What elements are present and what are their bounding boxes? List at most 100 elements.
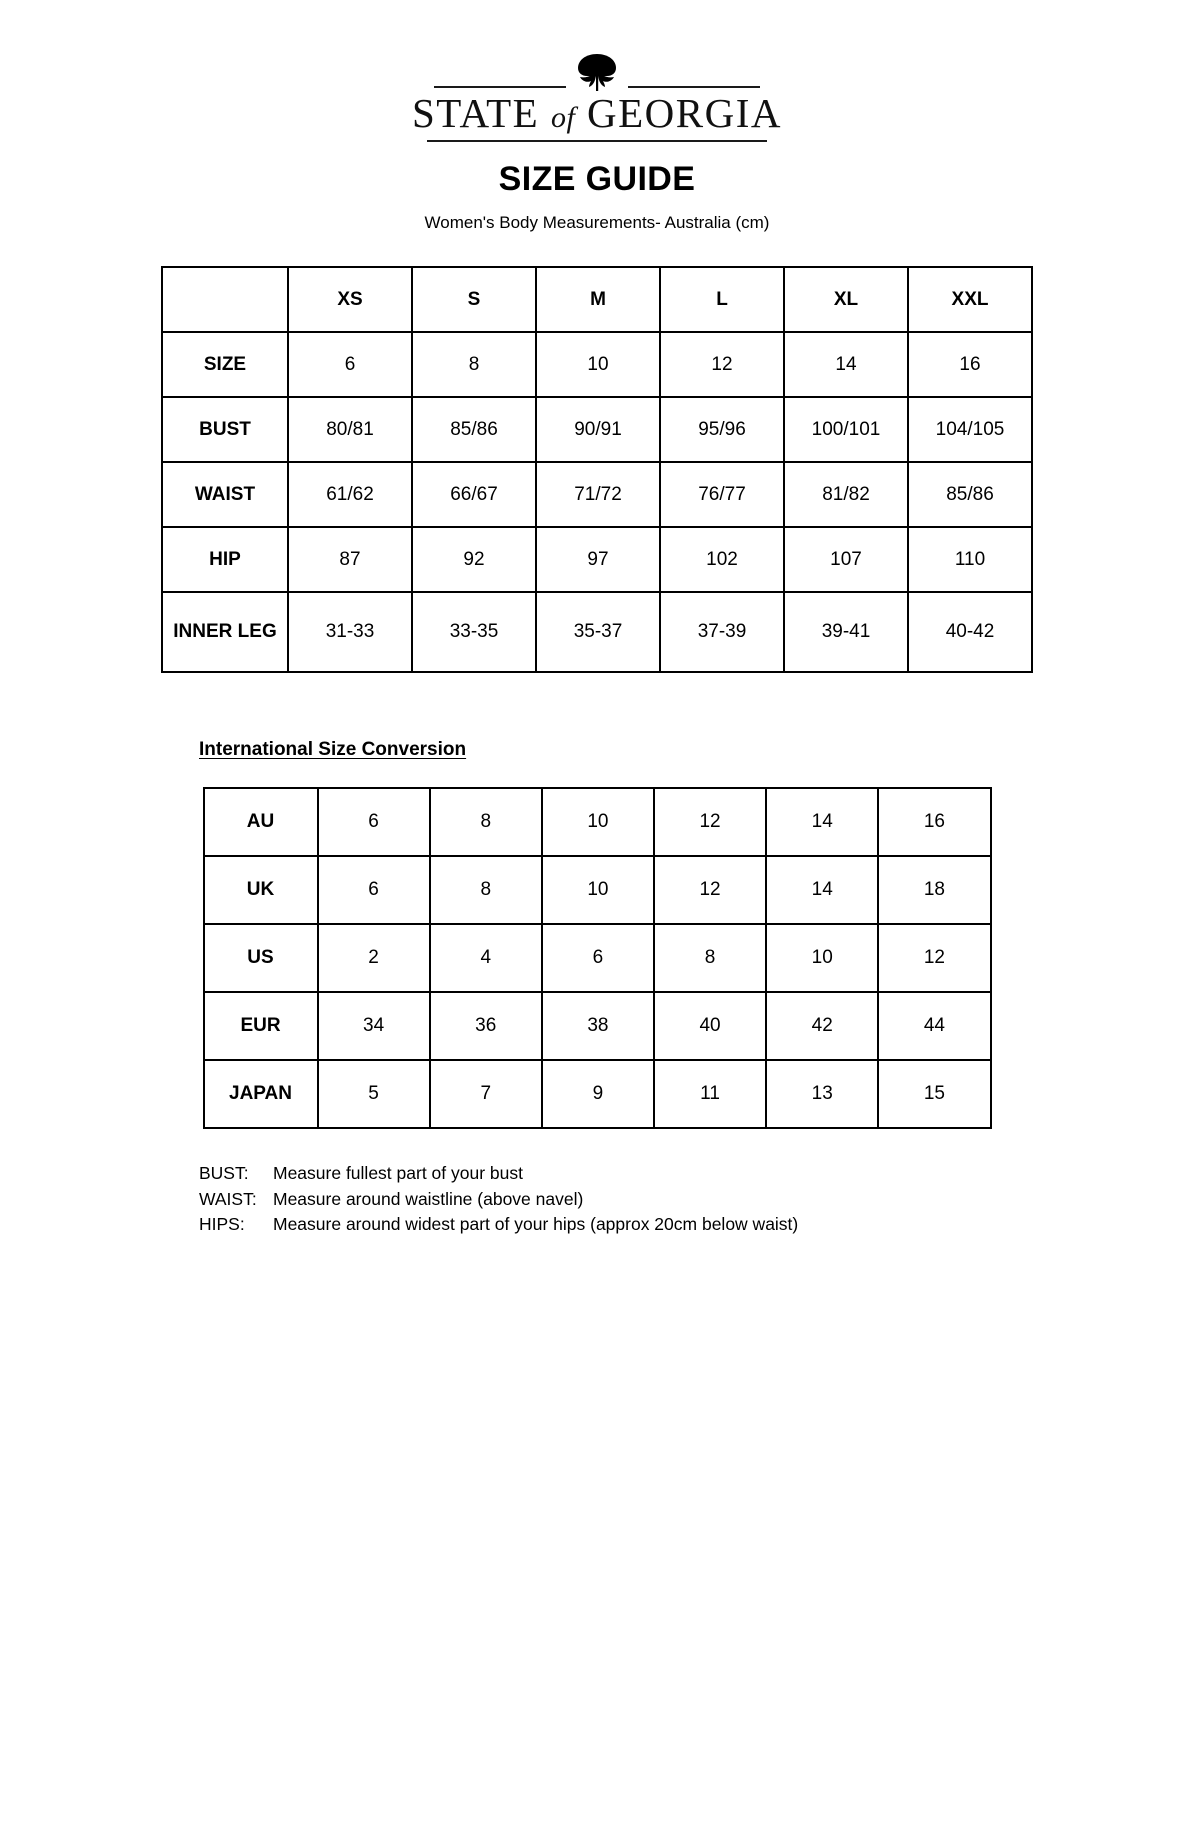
- logo-bottom-rule: [427, 140, 767, 143]
- cell-eur-3: 38: [540, 991, 655, 1062]
- row-label-hip: HIP: [161, 526, 289, 594]
- column-header-xxl: XXL: [907, 266, 1033, 334]
- cell-waist-xs: 61/62: [287, 461, 413, 529]
- table-body: SIZE 6 8 10 12 14 16 BUST 80/81 85/86 90…: [161, 331, 1033, 674]
- wordmark-of: of: [550, 101, 576, 134]
- note-text-bust: Measure fullest part of your bust: [273, 1163, 523, 1184]
- cell-hip-l: 102: [659, 526, 785, 594]
- cell-hip-xl: 107: [783, 526, 909, 594]
- table-row: WAIST 61/62 66/67 71/72 76/77 81/82 85/8…: [161, 461, 1033, 529]
- column-header-m: M: [535, 266, 661, 334]
- cell-bust-l: 95/96: [659, 396, 785, 464]
- table-row: JAPAN 5 7 9 11 13 15: [202, 1059, 992, 1130]
- row-label-size: SIZE: [161, 331, 289, 399]
- international-size-conversion-heading: International Size Conversion: [199, 739, 467, 761]
- cell-inner-leg-m: 35-37: [535, 591, 661, 674]
- row-label-waist: WAIST: [161, 461, 289, 529]
- cell-inner-leg-l: 37-39: [659, 591, 785, 674]
- cell-eur-5: 42: [765, 991, 880, 1062]
- table-row: EUR 34 36 38 40 42 44: [202, 991, 992, 1062]
- table-row: US 2 4 6 8 10 12: [202, 923, 992, 994]
- cell-waist-xxl: 85/86: [907, 461, 1033, 529]
- row-label-uk: UK: [202, 855, 319, 926]
- row-label-inner-leg: INNER LEG: [161, 591, 289, 674]
- cell-bust-xs: 80/81: [287, 396, 413, 464]
- cell-japan-2: 7: [428, 1059, 543, 1130]
- note-bust: BUST: Measure fullest part of your bust: [199, 1161, 1033, 1186]
- cell-waist-s: 66/67: [411, 461, 537, 529]
- table-row: SIZE 6 8 10 12 14 16: [161, 331, 1033, 399]
- logo-top-rules: [427, 86, 767, 88]
- cell-japan-3: 9: [540, 1059, 655, 1130]
- cell-eur-1: 34: [316, 991, 431, 1062]
- cell-inner-leg-xs: 31-33: [287, 591, 413, 674]
- cell-waist-xl: 81/82: [783, 461, 909, 529]
- page-title: SIZE GUIDE: [498, 160, 696, 199]
- row-label-eur: EUR: [202, 991, 319, 1062]
- cell-size-m: 10: [535, 331, 661, 399]
- note-label-hips: HIPS:: [199, 1214, 245, 1235]
- cell-size-xxl: 16: [907, 331, 1033, 399]
- cell-bust-s: 85/86: [411, 396, 537, 464]
- cell-uk-3: 10: [540, 855, 655, 926]
- table-row: UK 6 8 10 12 14 18: [202, 855, 992, 926]
- cell-inner-leg-xl: 39-41: [783, 591, 909, 674]
- table-header: XS S M L XL XXL: [161, 266, 1033, 334]
- note-hips: HIPS: Measure around widest part of your…: [199, 1212, 1033, 1237]
- cell-bust-xl: 100/101: [783, 396, 909, 464]
- size-guide-page: STATE of GEORGIA SIZE GUIDE Women's Body…: [0, 52, 1194, 1844]
- column-header-l: L: [659, 266, 785, 334]
- table-row: INNER LEG 31-33 33-35 35-37 37-39 39-41 …: [161, 591, 1033, 674]
- cell-size-s: 8: [411, 331, 537, 399]
- body-measurements-table: XS S M L XL XXL SIZE 6 8 10 12 14 16: [161, 266, 1033, 674]
- cell-japan-5: 13: [765, 1059, 880, 1130]
- page-subtitle: Women's Body Measurements- Australia (cm…: [424, 213, 770, 233]
- brand-logo: STATE of GEORGIA: [0, 52, 1194, 143]
- cell-au-3: 10: [540, 787, 655, 858]
- note-waist: WAIST: Measure around waistline (above n…: [199, 1187, 1033, 1212]
- note-text-waist: Measure around waistline (above navel): [273, 1188, 584, 1209]
- cell-us-1: 2: [316, 923, 431, 994]
- international-size-conversion-table-wrapper: AU 6 8 10 12 14 16 UK 6 8 10 12 14 18: [202, 787, 992, 1130]
- note-label-waist: WAIST:: [199, 1188, 257, 1209]
- conversion-table-body: AU 6 8 10 12 14 16 UK 6 8 10 12 14 18: [202, 787, 992, 1130]
- column-header-s: S: [411, 266, 537, 334]
- cell-uk-2: 8: [428, 855, 543, 926]
- cell-uk-4: 12: [652, 855, 768, 926]
- logo-rule-left: [434, 86, 566, 88]
- cell-us-5: 10: [765, 923, 880, 994]
- cell-eur-4: 40: [652, 991, 768, 1062]
- cell-us-6: 12: [877, 923, 992, 994]
- cell-japan-4: 11: [652, 1059, 768, 1130]
- cell-inner-leg-xxl: 40-42: [907, 591, 1033, 674]
- cell-us-2: 4: [428, 923, 543, 994]
- cell-inner-leg-s: 33-35: [411, 591, 537, 674]
- measurement-notes: BUST: Measure fullest part of your bust …: [161, 1161, 1033, 1237]
- cell-uk-1: 6: [316, 855, 431, 926]
- row-label-bust: BUST: [161, 396, 289, 464]
- cell-us-3: 6: [540, 923, 655, 994]
- cell-japan-1: 5: [316, 1059, 431, 1130]
- cell-size-xl: 14: [783, 331, 909, 399]
- body-measurements-table-wrapper: XS S M L XL XXL SIZE 6 8 10 12 14 16: [161, 266, 1033, 674]
- cell-bust-m: 90/91: [535, 396, 661, 464]
- cell-size-l: 12: [659, 331, 785, 399]
- cell-size-xs: 6: [287, 331, 413, 399]
- note-label-bust: BUST:: [199, 1163, 249, 1184]
- cell-au-2: 8: [428, 787, 543, 858]
- cell-waist-l: 76/77: [659, 461, 785, 529]
- international-size-conversion-table: AU 6 8 10 12 14 16 UK 6 8 10 12 14 18: [202, 787, 992, 1130]
- cell-waist-m: 71/72: [535, 461, 661, 529]
- column-header-xs: XS: [287, 266, 413, 334]
- cell-bust-xxl: 104/105: [907, 396, 1033, 464]
- row-label-us: US: [202, 923, 319, 994]
- cell-au-6: 16: [877, 787, 992, 858]
- table-header-row: XS S M L XL XXL: [161, 266, 1033, 334]
- brand-wordmark: STATE of GEORGIA: [412, 88, 782, 140]
- table-row: HIP 87 92 97 102 107 110: [161, 526, 1033, 594]
- row-label-au: AU: [202, 787, 319, 858]
- cell-au-1: 6: [316, 787, 431, 858]
- table-row: BUST 80/81 85/86 90/91 95/96 100/101 104…: [161, 396, 1033, 464]
- wordmark-georgia: GEORGIA: [587, 90, 783, 136]
- cell-japan-6: 15: [877, 1059, 992, 1130]
